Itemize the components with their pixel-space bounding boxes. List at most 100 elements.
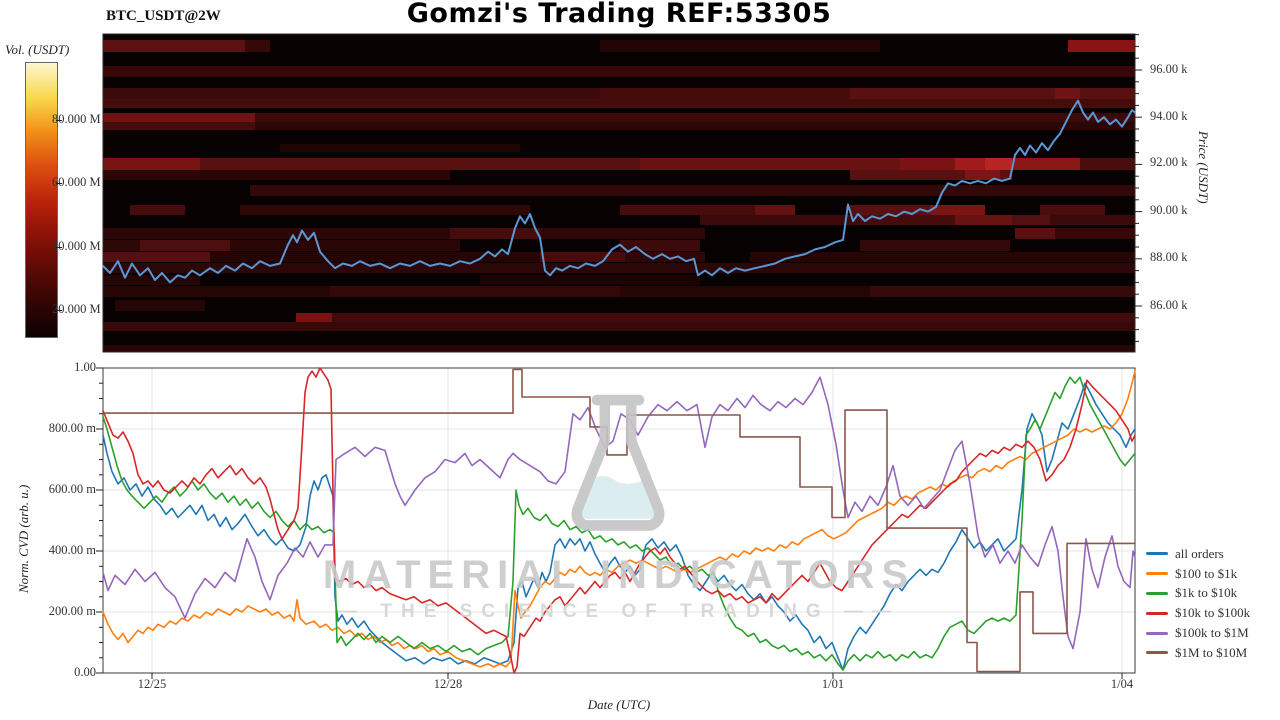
legend-label: $1M to $10M <box>1175 644 1248 660</box>
cvd-tick-label: 400.00 m <box>48 543 96 557</box>
colorbar-tick-label: 20.000 M <box>52 302 101 316</box>
heatmap-band <box>620 205 755 215</box>
heatmap-band <box>1050 215 1135 225</box>
heatmap-band <box>755 205 795 215</box>
cvd-series-line <box>102 367 1136 674</box>
heatmap-band <box>600 40 880 52</box>
legend-label: $100 to $1k <box>1175 565 1238 581</box>
heatmap-band <box>250 185 1135 196</box>
legend-label: $1k to $10k <box>1175 585 1238 601</box>
heatmap-band <box>332 313 1135 322</box>
heatmap-band <box>1040 205 1105 215</box>
legend-item: $1M to $10M <box>1146 643 1250 663</box>
heatmap-band <box>115 300 205 311</box>
heatmap-band <box>330 286 620 297</box>
heatmap-band <box>210 252 540 262</box>
heatmap-band <box>450 228 540 239</box>
heatmap-band <box>870 286 1135 297</box>
cvd-tick-label: 1.00 <box>74 360 96 374</box>
heatmap-band <box>200 158 640 170</box>
legend-swatch <box>1146 552 1168 556</box>
heatmap-band <box>860 215 955 225</box>
legend-item: $1k to $10k <box>1146 584 1250 604</box>
heatmap-band <box>103 228 450 239</box>
heatmap-band <box>103 113 255 122</box>
heatmap-band <box>860 240 1010 251</box>
cvd-series-line <box>102 376 1136 650</box>
heatmap-band <box>103 263 1135 273</box>
legend-item: $100 to $1k <box>1146 564 1250 584</box>
heatmap-band <box>103 99 1135 108</box>
legend-swatch <box>1146 611 1168 615</box>
heatmap-band <box>103 158 200 170</box>
legend-swatch <box>1146 651 1168 655</box>
heatmap-band <box>540 228 705 239</box>
heatmap-band <box>103 40 245 52</box>
heatmap-band <box>965 170 1000 180</box>
heatmap-band <box>103 345 1135 352</box>
cvd-tick-label: 800.00 m <box>48 421 96 435</box>
heatmap-band <box>245 40 270 52</box>
legend: all orders $100 to $1k $1k to $10k $10k to … <box>1146 544 1250 663</box>
heatmap-band <box>1055 88 1080 99</box>
price-tick-label: 96.00 k <box>1150 62 1188 76</box>
cvd-tick-label: 200.00 m <box>48 604 96 618</box>
heatmap-band <box>103 170 450 180</box>
date-axis-label: Date (UTC) <box>587 697 651 712</box>
cvd-series-line <box>102 370 1136 668</box>
heatmap-band <box>130 205 185 215</box>
heatmap-band <box>540 252 625 262</box>
heatmap-band <box>700 215 860 225</box>
price-tick-label: 92.00 k <box>1150 155 1188 169</box>
heatmap-band <box>850 170 965 180</box>
heatmap-frame <box>102 33 1136 353</box>
cvd-tick-label: 0.00 <box>74 665 96 679</box>
heatmap-band <box>600 88 850 99</box>
heatmap-band <box>103 252 210 262</box>
colorbar-tick-mark <box>56 247 62 248</box>
legend-swatch <box>1146 591 1168 595</box>
volume-colorbar <box>25 62 58 338</box>
heatmap-band <box>620 286 870 297</box>
colorbar-tick-mark <box>56 120 62 121</box>
heatmap-band <box>1012 158 1080 170</box>
cvd-series-line <box>102 382 1136 671</box>
cvd-axis-label: Norm. CVD (arb. u.) <box>16 484 31 593</box>
price-tick-label: 94.00 k <box>1150 109 1188 123</box>
date-tick-label: 12/25 <box>137 677 167 691</box>
colorbar-tick-mark <box>56 310 62 311</box>
legend-swatch <box>1146 572 1168 576</box>
legend-swatch <box>1146 631 1168 635</box>
legend-item: all orders <box>1146 544 1250 564</box>
heatmap-band <box>255 122 1135 130</box>
price-tick-label: 90.00 k <box>1150 203 1188 217</box>
heatmap-band <box>1000 170 1012 180</box>
legend-item: $10k to $100k <box>1146 603 1250 623</box>
chart-title: Gomzi's Trading REF:53305 <box>406 0 832 29</box>
heatmap-band <box>850 205 930 215</box>
heatmap-band <box>1012 215 1050 225</box>
heatmap-band <box>280 144 520 152</box>
heatmap-band <box>103 66 1135 77</box>
heatmap-band <box>850 88 1055 99</box>
date-tick-label: 12/28 <box>433 677 463 691</box>
legend-item: $100k to $1M <box>1146 623 1250 643</box>
heatmap-band <box>240 205 530 215</box>
heatmap-band <box>750 252 1135 262</box>
heatmap-band <box>1068 40 1135 52</box>
heatmap-band <box>103 286 330 297</box>
heatmap-band <box>103 122 255 130</box>
heatmap-band <box>255 113 1135 122</box>
heatmap-band <box>230 240 460 251</box>
heatmap-band <box>480 275 700 285</box>
heatmap-band <box>1015 228 1055 239</box>
colorbar-tick-label: 80.000 M <box>52 112 101 126</box>
heatmap-band <box>900 158 955 170</box>
heatmap-band <box>103 322 1135 331</box>
heatmap-band <box>955 215 1012 225</box>
heatmap-band <box>140 240 230 251</box>
heatmap-band <box>955 158 985 170</box>
heatmap-band <box>1055 228 1135 239</box>
